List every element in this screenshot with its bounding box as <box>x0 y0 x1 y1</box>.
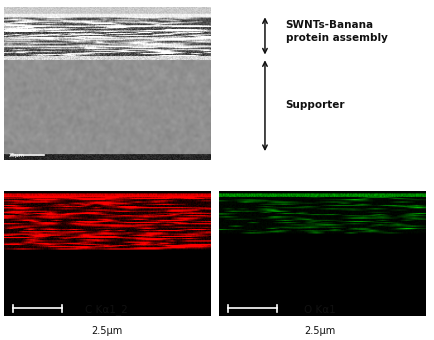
Text: Supporter: Supporter <box>285 100 344 110</box>
Text: SWNTs-Banana
protein assembly: SWNTs-Banana protein assembly <box>285 20 387 43</box>
Text: 2.5μm: 2.5μm <box>303 326 335 336</box>
Text: 2.5μm: 2.5μm <box>91 326 122 336</box>
Text: O Kα1: O Kα1 <box>303 305 335 315</box>
Text: 25μm: 25μm <box>9 153 24 158</box>
Text: C Kα1_2: C Kα1_2 <box>85 304 128 315</box>
